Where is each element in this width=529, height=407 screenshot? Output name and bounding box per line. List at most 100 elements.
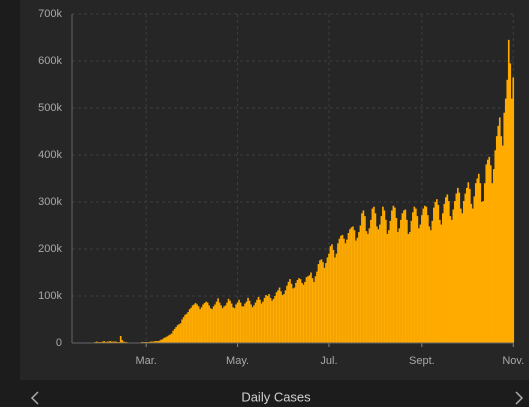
bar [109, 341, 112, 343]
bar [308, 275, 311, 343]
bar [383, 210, 386, 343]
bar [244, 303, 246, 343]
bar [489, 165, 492, 343]
bar [422, 208, 425, 343]
bar [483, 183, 486, 343]
bar [416, 216, 419, 343]
bar [160, 339, 162, 343]
bar [250, 304, 252, 343]
bar [344, 243, 347, 343]
bar [328, 253, 330, 343]
bar [152, 341, 155, 343]
bar [322, 262, 324, 343]
bar [190, 307, 192, 343]
bar [388, 230, 390, 343]
bar [149, 341, 152, 343]
bar [434, 202, 437, 343]
y-tick-label: 400k [38, 149, 62, 161]
bar [214, 304, 216, 343]
bar [491, 183, 494, 343]
bar [486, 159, 489, 343]
bar [247, 297, 249, 343]
bar [334, 257, 336, 343]
bar [407, 233, 410, 343]
bar [269, 297, 272, 343]
bar [212, 306, 215, 343]
bar [256, 299, 258, 343]
bar [340, 235, 342, 343]
bar [406, 219, 408, 343]
bar [164, 337, 167, 343]
bar [95, 341, 98, 343]
bar [495, 136, 498, 343]
bar [205, 301, 207, 343]
bar [199, 309, 201, 343]
bar [227, 298, 230, 343]
bar [498, 117, 501, 344]
bar [241, 306, 243, 343]
bar [305, 277, 308, 343]
bar [301, 282, 303, 343]
bar [194, 303, 197, 343]
bar [211, 309, 213, 343]
bar [178, 324, 180, 343]
bar [512, 77, 515, 343]
bar [221, 308, 224, 343]
bar [230, 303, 233, 343]
bar [497, 125, 500, 343]
bar [217, 298, 219, 343]
y-tick-label: 100k [38, 290, 62, 302]
bar [163, 337, 165, 343]
bar [362, 210, 365, 343]
bar [187, 311, 189, 343]
bar [458, 192, 461, 343]
bar [358, 232, 360, 343]
bar [191, 305, 194, 343]
bar [370, 219, 372, 343]
bar [272, 298, 275, 343]
bar [238, 299, 240, 343]
bar [310, 272, 312, 343]
bar [365, 231, 368, 343]
bar [347, 233, 350, 343]
y-tick-label: 700k [38, 8, 62, 20]
bar [380, 216, 383, 343]
bar [271, 300, 273, 343]
bar [361, 213, 363, 343]
bar [296, 280, 299, 343]
bar [500, 136, 503, 343]
bar [412, 212, 414, 343]
bar [182, 317, 185, 343]
bar [455, 193, 458, 343]
bar [197, 306, 200, 343]
bar [317, 264, 320, 343]
bar [427, 215, 429, 343]
bar [482, 201, 485, 343]
bar [335, 253, 338, 343]
bar [477, 173, 480, 343]
bar [401, 213, 404, 343]
bar [404, 209, 407, 343]
bar [431, 220, 434, 343]
bar [437, 204, 440, 343]
bar [320, 259, 323, 343]
bar [107, 341, 110, 343]
bar [181, 319, 183, 343]
bar [421, 215, 423, 343]
bar [119, 335, 122, 343]
prev-arrow[interactable] [30, 391, 39, 405]
bar [507, 39, 510, 343]
bar [242, 306, 245, 343]
bar [352, 226, 354, 343]
bar [179, 323, 182, 343]
bar [465, 187, 468, 343]
bar [275, 292, 278, 343]
bar [480, 202, 483, 343]
bar [292, 288, 294, 343]
x-tick-label: Mar. [135, 355, 156, 367]
bar [403, 210, 405, 343]
next-arrow[interactable] [515, 391, 524, 405]
bar [410, 220, 413, 343]
bar [280, 291, 282, 343]
